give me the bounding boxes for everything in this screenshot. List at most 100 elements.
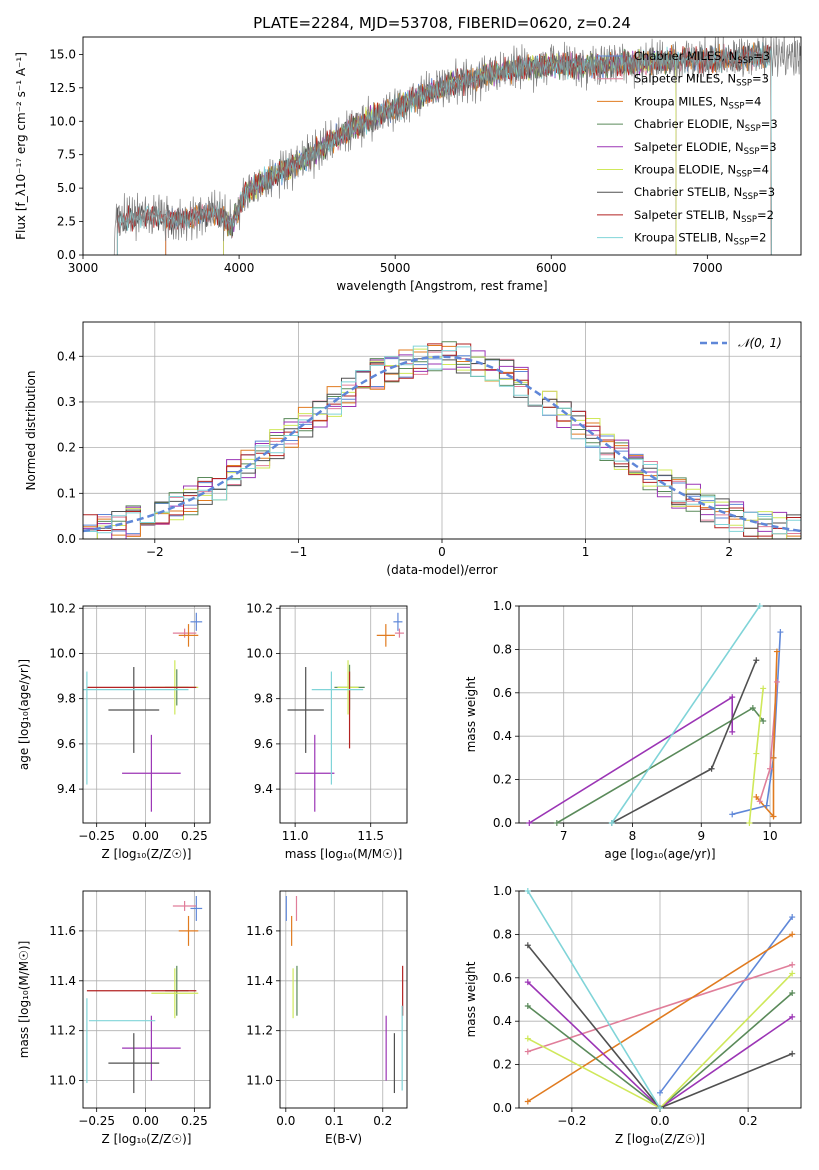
y-tick-label: 0.4: [493, 1014, 512, 1028]
marker-salpeter_miles: [773, 678, 780, 685]
y-tick-label: 11.6: [49, 924, 76, 938]
marker-kroupa_miles: [753, 793, 760, 800]
observed-spectrum: [113, 37, 801, 255]
residuals-plot-area: [83, 341, 801, 539]
x-axis-label: Z [log₁₀(Z/Z☉)]: [102, 847, 192, 861]
marker-chabrier_stelib: [708, 765, 715, 772]
axes-frame: [82, 890, 211, 1109]
y-axis-label: Normed distribution: [24, 371, 38, 491]
y-tick-label: 9.8: [57, 692, 76, 706]
y-axis-label: Flux [f_λ10⁻¹⁷ erg cm⁻² s⁻¹ A⁻¹]: [14, 52, 28, 240]
x-tick-label: 7000: [692, 261, 723, 275]
marker-kroupa_elodie: [789, 970, 796, 977]
y-tick-label: 0.0: [493, 816, 512, 830]
x-tick-label: 10: [762, 829, 777, 843]
y-tick-label: 11.2: [246, 1024, 273, 1038]
x-tick-label: 5000: [380, 261, 411, 275]
x-tick-label: −0.2: [557, 1114, 586, 1128]
histogram-salpeter_stelib: [83, 343, 801, 537]
x-tick-label: 0.0: [276, 1114, 295, 1128]
weight_vs_Z-plot-area: [527, 891, 793, 1108]
x-tick-label: 11.0: [282, 829, 309, 843]
y-tick-label: 11.4: [49, 974, 76, 988]
x-tick-label: 2: [725, 545, 733, 559]
legend-label: Salpeter ELODIE, NSSP=3: [634, 140, 777, 157]
legend-label-value: =3: [761, 117, 778, 131]
marker-chabrier_elodie: [760, 718, 767, 725]
y-tick-label: 0.6: [493, 686, 512, 700]
x-tick-label: 0.2: [373, 1114, 392, 1128]
marker-chabrier_elodie: [524, 1003, 531, 1010]
y-tick-label: 0.2: [493, 1058, 512, 1072]
axes-frame: [82, 36, 802, 256]
x-axis-label: E(B-V): [325, 1132, 362, 1146]
y-tick-label: 0.2: [57, 441, 76, 455]
x-tick-label: −2: [146, 545, 164, 559]
line-chabrier_elodie: [527, 992, 793, 1108]
y-tick-label: 0.0: [57, 248, 76, 262]
weight_vs_age-panel: 7 8 9 10 0.0 0.2 0.4 0.6 0.8 1.0 age [log₁₀(age/yr…: [464, 599, 802, 861]
legend-label-value: =4: [744, 94, 761, 108]
x-axis-label: wavelength [Angstrom, rest frame]: [336, 279, 547, 293]
x-tick-label: −0.25: [78, 829, 115, 843]
y-tick-label: 10.0: [49, 646, 76, 660]
marker-kroupa_miles: [789, 931, 796, 938]
y-tick-label: 0.0: [57, 532, 76, 546]
mass_vs_Z-panel: −0.25 0.00 0.25 11.0 11.2 11.4 11.6 Z [log₁₀(Z/…: [17, 890, 211, 1146]
legend-label: Kroupa ELODIE, NSSP=4: [634, 163, 769, 180]
y-tick-label: 15.0: [49, 47, 76, 61]
marker-salpeter_elodie: [789, 1013, 796, 1020]
y-tick-label: 11.4: [246, 974, 273, 988]
line-kroupa_elodie: [527, 972, 793, 1108]
line-chabrier_miles: [659, 916, 793, 1094]
marker-salpeter_elodie: [524, 979, 531, 986]
legend-label: Chabrier MILES, NSSP=3: [634, 49, 770, 66]
y-tick-label: 0.0: [493, 1101, 512, 1115]
y-tick-label: 5.0: [57, 181, 76, 195]
x-tick-label: 11.5: [357, 829, 384, 843]
x-tick-label: −0.25: [78, 1114, 115, 1128]
y-tick-label: 0.6: [493, 971, 512, 985]
y-tick-label: 1.0: [493, 884, 512, 898]
y-tick-label: 9.6: [254, 737, 273, 751]
age_vs_Z-plot-area: [83, 612, 203, 812]
marker-kroupa_miles: [524, 1098, 531, 1105]
x-axis-label: Z [log₁₀(Z/Z☉)]: [102, 1132, 192, 1146]
legend-label-sub: SSP: [734, 238, 750, 248]
marker-chabrier_stelib: [524, 942, 531, 949]
y-tick-label: 0.1: [57, 486, 76, 500]
y-tick-label: 7.5: [57, 148, 76, 162]
legend-label: Chabrier STELIB, NSSP=3: [634, 185, 775, 202]
legend-label-base: Salpeter STELIB, N: [634, 208, 741, 222]
line-kroupa_miles: [755, 651, 778, 819]
x-tick-label: 6000: [536, 261, 567, 275]
spectrum-plot-area: [113, 37, 801, 255]
x-tick-label: 0.00: [132, 1114, 159, 1128]
x-tick-label: −1: [290, 545, 308, 559]
legend-label: Chabrier ELODIE, NSSP=3: [634, 117, 778, 134]
x-tick-label: 0.25: [181, 1114, 208, 1128]
x-tick-label: 0.1: [325, 1114, 344, 1128]
x-tick-label: 7: [560, 829, 568, 843]
axes-frame: [279, 605, 408, 824]
x-axis-label: Z [log₁₀(Z/Z☉)]: [615, 1132, 705, 1146]
legend-label-base: Chabrier ELODIE, N: [634, 117, 745, 131]
x-tick-label: 0.25: [181, 829, 208, 843]
x-tick-label: 3000: [68, 261, 99, 275]
axes-frame: [82, 605, 211, 824]
x-axis-label: (data-model)/error: [386, 563, 497, 577]
marker-salpeter_miles: [756, 798, 763, 805]
y-tick-label: 9.8: [254, 692, 273, 706]
marker-kroupa_elodie: [524, 1035, 531, 1042]
marker-salpeter_miles: [789, 961, 796, 968]
y-tick-label: 9.6: [57, 737, 76, 751]
line-kroupa_miles: [527, 933, 793, 1103]
legend-label-value: =2: [749, 231, 766, 245]
y-tick-label: 11.0: [49, 1074, 76, 1088]
y-tick-label: 10.0: [246, 646, 273, 660]
y-tick-label: 9.4: [57, 782, 76, 796]
marker-salpeter_elodie: [729, 728, 736, 735]
legend-label-sub: SSP: [736, 79, 752, 89]
